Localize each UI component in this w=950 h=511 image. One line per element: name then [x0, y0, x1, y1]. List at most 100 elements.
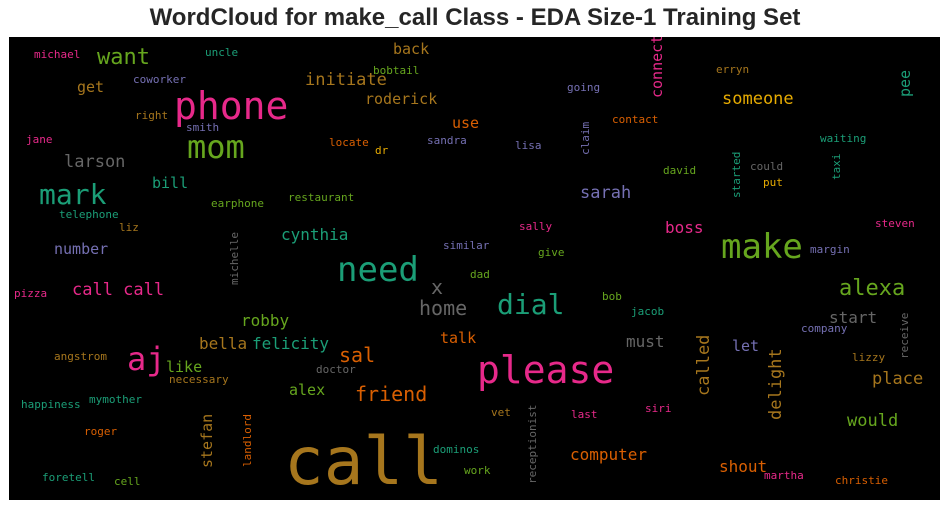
word-home: home — [419, 296, 468, 320]
word-like: like — [166, 358, 203, 376]
wordcloud-canvas: call please phone need make mom aj mark dial alex… — [9, 37, 940, 500]
word-roderick: roderick — [365, 90, 438, 108]
word-would: would — [847, 411, 899, 431]
word-uncle: uncle — [205, 46, 239, 59]
word-sandra: sandra — [427, 134, 467, 147]
word-michael: michael — [34, 48, 81, 61]
word-claim: claim — [579, 121, 592, 155]
word-michelle: michelle — [228, 231, 241, 285]
word-connect: connect — [648, 37, 666, 98]
word-liz: liz — [119, 221, 139, 234]
word-call: call — [284, 423, 443, 500]
word-back: back — [393, 40, 430, 58]
word-necessary: necessary — [169, 373, 229, 386]
word-robby: robby — [241, 311, 290, 330]
word-place: place — [872, 369, 924, 389]
word-x: x — [431, 275, 444, 299]
word-jane: jane — [26, 133, 53, 146]
word-bill: bill — [152, 174, 189, 192]
word-mark: mark — [39, 178, 107, 211]
word-sally: sally — [519, 220, 553, 233]
word-martha: martha — [764, 469, 804, 482]
word-alex: alex — [289, 381, 326, 399]
word-bella: bella — [199, 334, 248, 353]
word-cynthia: cynthia — [281, 225, 349, 244]
word-shout: shout — [719, 457, 768, 476]
word-similar: similar — [443, 239, 490, 252]
word-someone: someone — [722, 89, 794, 109]
word-lizzy: lizzy — [852, 351, 886, 364]
word-pizza: pizza — [14, 287, 48, 300]
word-steven: steven — [875, 217, 915, 230]
word-earphone: earphone — [211, 197, 264, 210]
word-phone: phone — [174, 84, 289, 128]
word-vet: vet — [491, 406, 511, 419]
word-restaurant: restaurant — [288, 191, 355, 204]
word-taxi: taxi — [830, 153, 843, 181]
word-sarah: sarah — [580, 183, 632, 203]
word-give: give — [538, 246, 565, 259]
word-right: right — [135, 109, 169, 122]
word-dial: dial — [497, 288, 565, 321]
word-computer: computer — [570, 445, 648, 464]
word-work: work — [464, 464, 491, 477]
word-let: let — [732, 337, 760, 355]
word-dad: dad — [470, 268, 490, 281]
word-put: put — [763, 176, 783, 189]
word-margin: margin — [810, 243, 850, 256]
word-mymother: mymother — [89, 393, 142, 406]
word-company: company — [801, 322, 848, 335]
word-please: please — [477, 348, 615, 392]
word-want: want — [97, 45, 150, 70]
word-need: need — [337, 250, 419, 290]
word-happiness: happiness — [21, 398, 81, 411]
word-waiting: waiting — [820, 132, 867, 145]
word-christie: christie — [835, 474, 888, 487]
word-must: must — [626, 332, 665, 351]
word-lisa: lisa — [515, 139, 542, 152]
word-receive: receive — [898, 312, 911, 360]
word-boss: boss — [665, 218, 704, 237]
word-smith: smith — [186, 121, 220, 134]
word-coworker: coworker — [133, 73, 186, 86]
word-stefan: stefan — [198, 413, 216, 468]
word-number: number — [54, 240, 109, 258]
word-receptionist: receptionist — [526, 404, 539, 485]
word-felicity: felicity — [252, 334, 330, 353]
word-get: get — [77, 78, 105, 96]
word-roger: roger — [84, 425, 118, 438]
word-started: started — [730, 151, 743, 199]
word-aj: aj — [127, 340, 166, 378]
word-start: start — [829, 308, 878, 327]
word-could: could — [750, 160, 784, 173]
word-larson: larson — [64, 152, 126, 172]
word-last: last — [571, 408, 598, 421]
word-foretell: foretell — [42, 471, 95, 484]
word-use: use — [452, 114, 480, 132]
word-delight: delight — [766, 348, 786, 421]
word-locate: locate — [329, 136, 369, 149]
word-make: make — [721, 227, 803, 267]
word-mom: mom — [187, 128, 245, 166]
word-bob: bob — [602, 290, 622, 303]
word-telephone: telephone — [59, 208, 119, 221]
word-pee: pee — [896, 69, 914, 97]
word-dr: dr — [375, 144, 389, 157]
word-talk: talk — [440, 329, 477, 347]
word-going: going — [567, 81, 601, 94]
word-called: called — [694, 334, 714, 397]
word-jacob: jacob — [631, 305, 665, 318]
word-siri: siri — [645, 402, 672, 415]
word-dominos: dominos — [433, 443, 480, 456]
word-landlord: landlord — [241, 413, 254, 467]
word-sal: sal — [339, 343, 376, 367]
word-angstrom: angstrom — [54, 350, 107, 363]
word-doctor: doctor — [316, 363, 356, 376]
word-contact: contact — [612, 113, 659, 126]
word-alexa: alexa — [839, 276, 906, 301]
word-friend: friend — [355, 382, 428, 406]
word-erryn: erryn — [716, 63, 750, 76]
word-david: david — [663, 164, 697, 177]
word-call-call: call call — [72, 280, 165, 300]
word-initiate: initiate — [305, 70, 387, 90]
